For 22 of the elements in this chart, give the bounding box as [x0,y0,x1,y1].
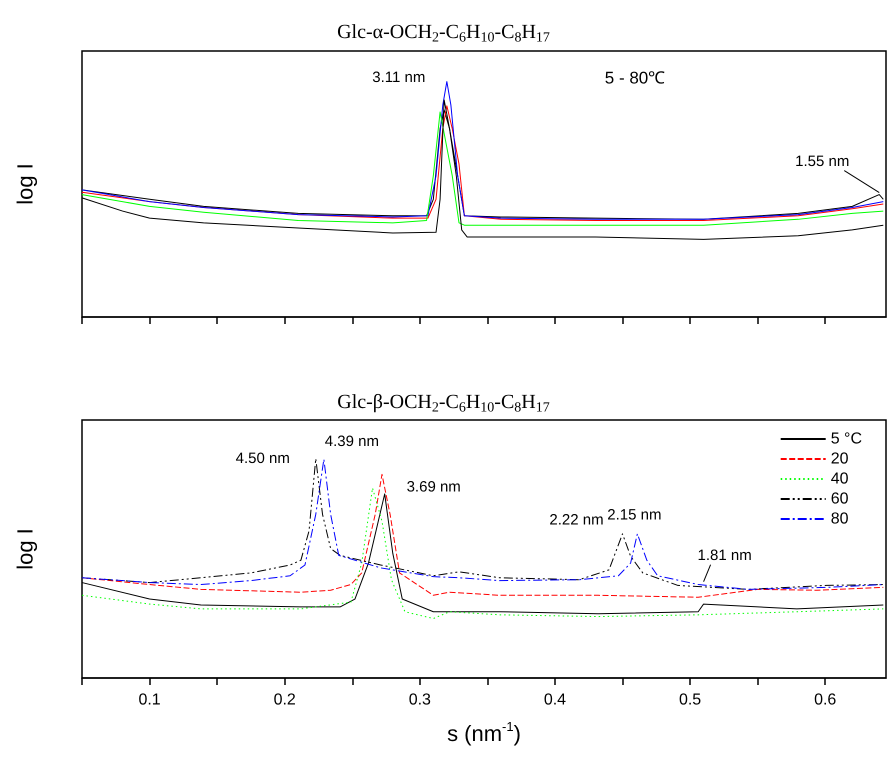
x-tick-label: 0.4 [544,692,566,708]
annotation: 3.11 nm [372,69,426,86]
annotation: 4.39 nm [324,432,379,450]
annotation: 3.69 nm [406,478,461,496]
annotation: 2.15 nm [607,506,662,524]
legend-label: 80 [830,510,849,528]
x-tick-label: 0.2 [274,692,296,708]
annotation: 4.50 nm [236,450,290,468]
legend-label: 20 [830,450,849,468]
y-axis-title: log I [12,528,38,570]
x-tick-label: 0.5 [678,692,702,708]
legend-label: 60 [830,490,849,508]
x-tick-label: 0.3 [408,692,432,708]
y-axis-title: log I [12,163,38,205]
annotation: 2.22 nm [549,511,604,528]
annotation: 5 - 80℃ [604,68,666,88]
annotation: 1.81 nm [697,547,752,564]
x-tick-label: 0.1 [138,692,161,708]
x-tick-label: 0.6 [814,692,836,708]
annotation: 1.55 nm [795,153,850,170]
legend-label: 5 °C [830,430,862,448]
legend-label: 40 [830,470,849,488]
